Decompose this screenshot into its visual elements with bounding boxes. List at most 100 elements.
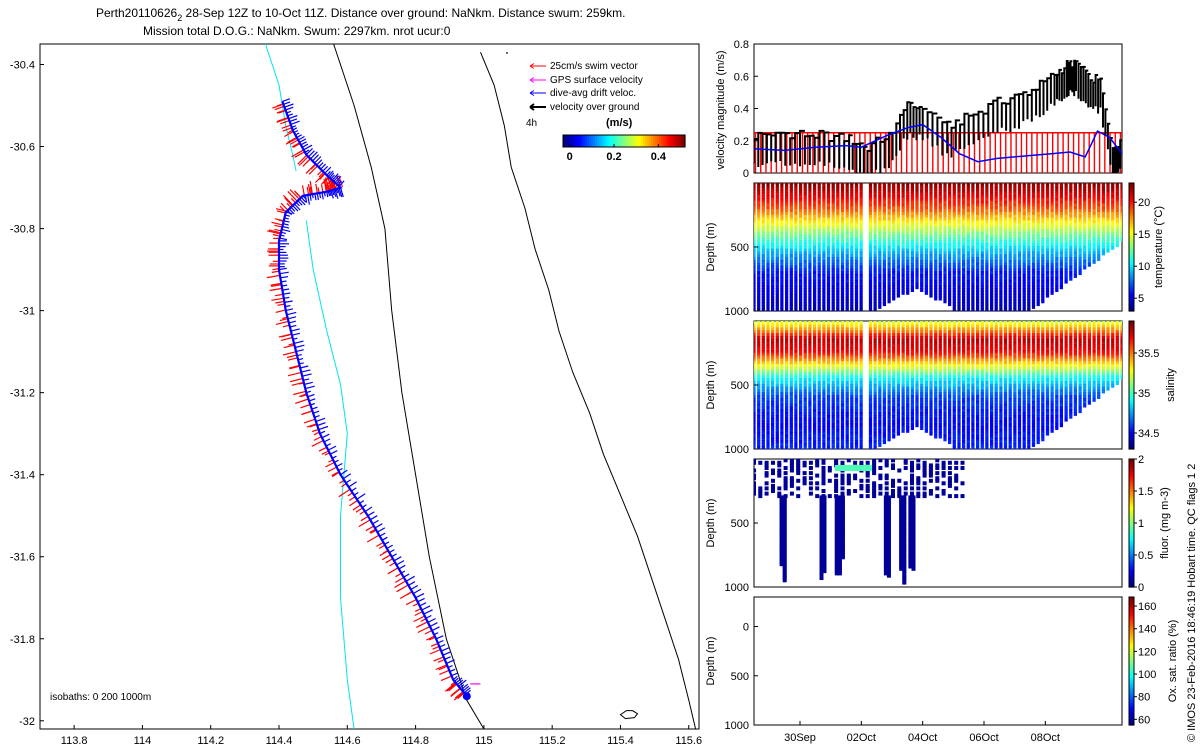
profile-point	[938, 206, 942, 211]
profile-point	[952, 302, 956, 307]
drift-vector	[305, 385, 315, 390]
profile-point	[780, 307, 784, 311]
profile-point	[754, 341, 756, 346]
profile-point	[892, 240, 896, 245]
profile-point	[887, 248, 891, 253]
profile-point	[915, 203, 919, 208]
profile-point	[836, 189, 840, 194]
profile-point	[966, 237, 970, 242]
colorbar-tick-label: 10	[1138, 261, 1150, 273]
swim-vector	[280, 336, 293, 341]
profile-point	[757, 268, 761, 273]
profile-point	[1027, 285, 1031, 290]
profile-point	[938, 248, 942, 253]
profile-point	[999, 273, 1003, 278]
profile-point	[813, 228, 817, 233]
profile-point	[794, 411, 798, 416]
swim-vector	[272, 103, 284, 109]
profile-point	[761, 395, 765, 399]
profile-point	[882, 197, 886, 202]
profile-point	[962, 279, 966, 284]
profile-point	[999, 237, 1003, 242]
profile-point	[962, 299, 966, 304]
profile-point	[803, 293, 807, 298]
profile-point	[831, 420, 835, 425]
profile-point	[813, 392, 817, 397]
profile-point	[892, 228, 896, 233]
profile-point	[822, 220, 826, 225]
colorbar-cell	[1129, 251, 1134, 254]
profile-point	[845, 271, 849, 276]
profile-point	[1031, 279, 1036, 284]
profile-point	[1031, 293, 1036, 298]
profile-point	[1008, 186, 1012, 191]
profile-point	[757, 299, 761, 304]
swim-vector	[327, 178, 333, 191]
profile-point	[808, 366, 812, 371]
profile-point	[999, 282, 1003, 287]
profile-point	[901, 273, 905, 278]
drift-vector	[339, 187, 344, 198]
colorbar-cell	[677, 135, 680, 147]
profile-point	[1013, 223, 1017, 228]
swim-vector	[272, 233, 281, 237]
swim-vector	[430, 642, 439, 647]
profile-point	[901, 237, 905, 242]
profile-point	[840, 352, 845, 357]
profile-point	[803, 372, 807, 377]
profile-point	[754, 381, 756, 385]
profile-point	[1120, 189, 1122, 194]
profile-point	[826, 355, 831, 360]
profile-point	[962, 248, 966, 253]
profile-point	[840, 226, 845, 231]
profile-point	[924, 265, 928, 270]
profile-point	[799, 288, 803, 292]
profile-point	[868, 206, 873, 211]
profile-point	[1087, 217, 1091, 222]
profile-point	[813, 217, 817, 222]
profile-point	[994, 223, 998, 228]
profile-point	[826, 262, 831, 267]
profile-point	[929, 192, 933, 197]
profile-point	[980, 195, 984, 200]
profile-point	[785, 220, 789, 225]
profile-point	[831, 197, 835, 202]
profile-point	[803, 220, 807, 225]
profile-point	[799, 381, 803, 385]
profile-point	[836, 276, 840, 281]
profile-point	[906, 200, 910, 205]
profile-point	[966, 228, 970, 233]
profile-point	[1106, 237, 1110, 242]
profile-point	[754, 240, 756, 245]
profile-point	[761, 440, 765, 445]
profile-point	[1078, 271, 1082, 276]
profile-point	[868, 288, 873, 292]
profile-point	[803, 324, 807, 329]
profile-point	[924, 228, 928, 233]
profile-point	[850, 282, 854, 287]
profile-point	[966, 251, 970, 256]
profile-point	[920, 209, 924, 214]
profile-point	[906, 237, 910, 242]
profile-point	[1041, 200, 1045, 205]
profile-point	[906, 220, 910, 225]
profile-point	[948, 276, 952, 281]
profile-point	[771, 321, 775, 326]
profile-point	[934, 248, 938, 253]
profile-point	[817, 375, 821, 380]
swim-vector	[297, 154, 308, 165]
swim-vector	[370, 529, 377, 534]
profile-point	[1101, 192, 1105, 197]
profile-point	[1115, 183, 1119, 188]
colorbar-cell	[1129, 253, 1134, 256]
profile-point	[789, 290, 793, 295]
profile-point	[840, 321, 845, 326]
profile-point	[813, 304, 817, 309]
profile-point	[920, 259, 924, 264]
colorbar-cell	[661, 135, 664, 147]
profile-point	[962, 214, 966, 219]
profile-point	[831, 358, 835, 363]
drift-vector	[327, 445, 337, 451]
colorbar-cell	[1129, 191, 1134, 194]
profile-point	[873, 189, 877, 194]
